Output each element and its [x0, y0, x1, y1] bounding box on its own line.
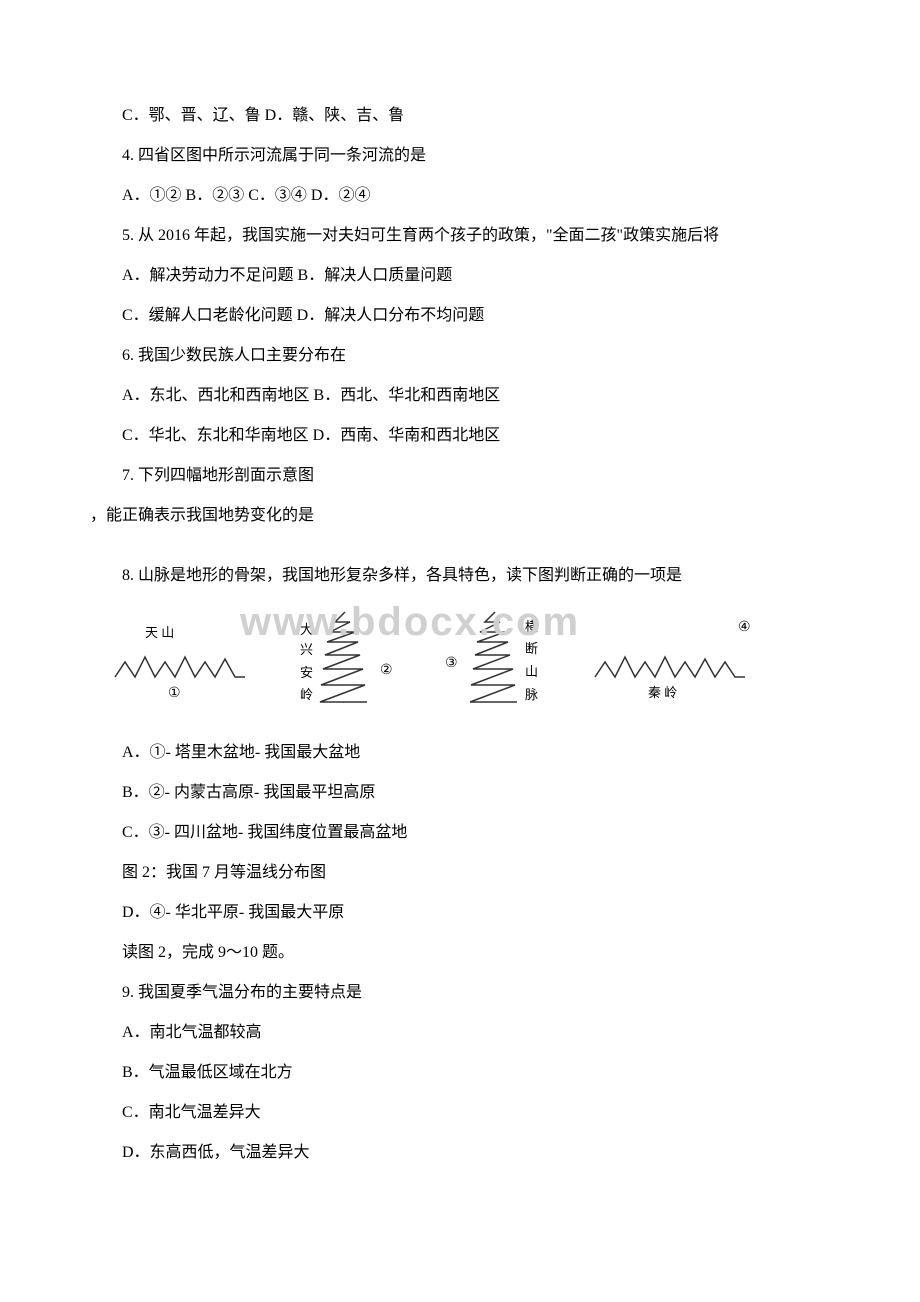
q9-option-a: A．南北气温都较高 — [90, 1017, 830, 1049]
diagram-label-1: ① — [168, 680, 181, 708]
diagram-label-4: ④ — [738, 614, 751, 642]
q8-option-a: A．①- 塔里木盆地- 我国最大盆地 — [90, 737, 830, 769]
q7-stem-line1: 7. 下列四幅地形剖面示意图 — [90, 460, 830, 492]
q6-options-ab: A．东北、西北和西南地区 B．西北、华北和西南地区 — [90, 380, 830, 412]
q8-option-c: C．③- 四川盆地- 我国纬度位置最高盆地 — [90, 817, 830, 849]
mountain-3-icon — [465, 607, 525, 717]
q9-option-b: B．气温最低区域在北方 — [90, 1057, 830, 1089]
q8-option-b: B．②- 内蒙古高原- 我国最平坦高原 — [90, 777, 830, 809]
q6-stem: 6. 我国少数民族人口主要分布在 — [90, 340, 830, 372]
q5-options-cd: C．缓解人口老龄化问题 D．解决人口分布不均问题 — [90, 300, 830, 332]
q3-options-cd: C．鄂、晋、辽、鲁 D．赣、陕、吉、鲁 — [90, 100, 830, 132]
mountain-3-label-d: 脉 — [525, 682, 538, 708]
q5-stem: 5. 从 2016 年起，我国实施一对夫妇可生育两个孩子的政策，"全面二孩"政策… — [122, 220, 830, 252]
q8-stem: 8. 山脉是地形的骨架，我国地形复杂多样，各具特色，读下图判断正确的一项是 — [90, 560, 830, 592]
mountain-1-label: 天 山 — [145, 620, 174, 646]
mountain-4-label: 秦 岭 — [648, 680, 677, 706]
diagram-label-2: ② — [380, 657, 393, 685]
q8-caption: 图 2：我国 7 月等温线分布图 — [90, 857, 830, 889]
q9-intro: 读图 2，完成 9～10 题。 — [90, 937, 830, 969]
q4-options: A．①② B．②③ C．③④ D．②④ — [90, 180, 830, 212]
q5-options-ab: A．解决劳动力不足问题 B．解决人口质量问题 — [90, 260, 830, 292]
mountain-diagram: www.bdocx.com 天 山 ① 大 兴 安 岭 ② 横 断 山 脉 ③ … — [90, 602, 830, 722]
diagram-label-3: ③ — [445, 650, 458, 678]
mountain-2-label-d: 岭 — [300, 682, 313, 708]
q8-option-d: D．④- 华北平原- 我国最大平原 — [90, 897, 830, 929]
mountain-2-icon — [315, 607, 375, 717]
q9-option-c: C．南北气温差异大 — [90, 1097, 830, 1129]
q4-stem: 4. 四省区图中所示河流属于同一条河流的是 — [90, 140, 830, 172]
q9-option-d: D．东高西低，气温差异大 — [90, 1137, 830, 1169]
q6-options-cd: C．华北、东北和华南地区 D．西南、华南和西北地区 — [90, 420, 830, 452]
q7-stem-line2: ，能正确表示我国地势变化的是 — [90, 500, 830, 532]
q9-stem: 9. 我国夏季气温分布的主要特点是 — [90, 977, 830, 1009]
